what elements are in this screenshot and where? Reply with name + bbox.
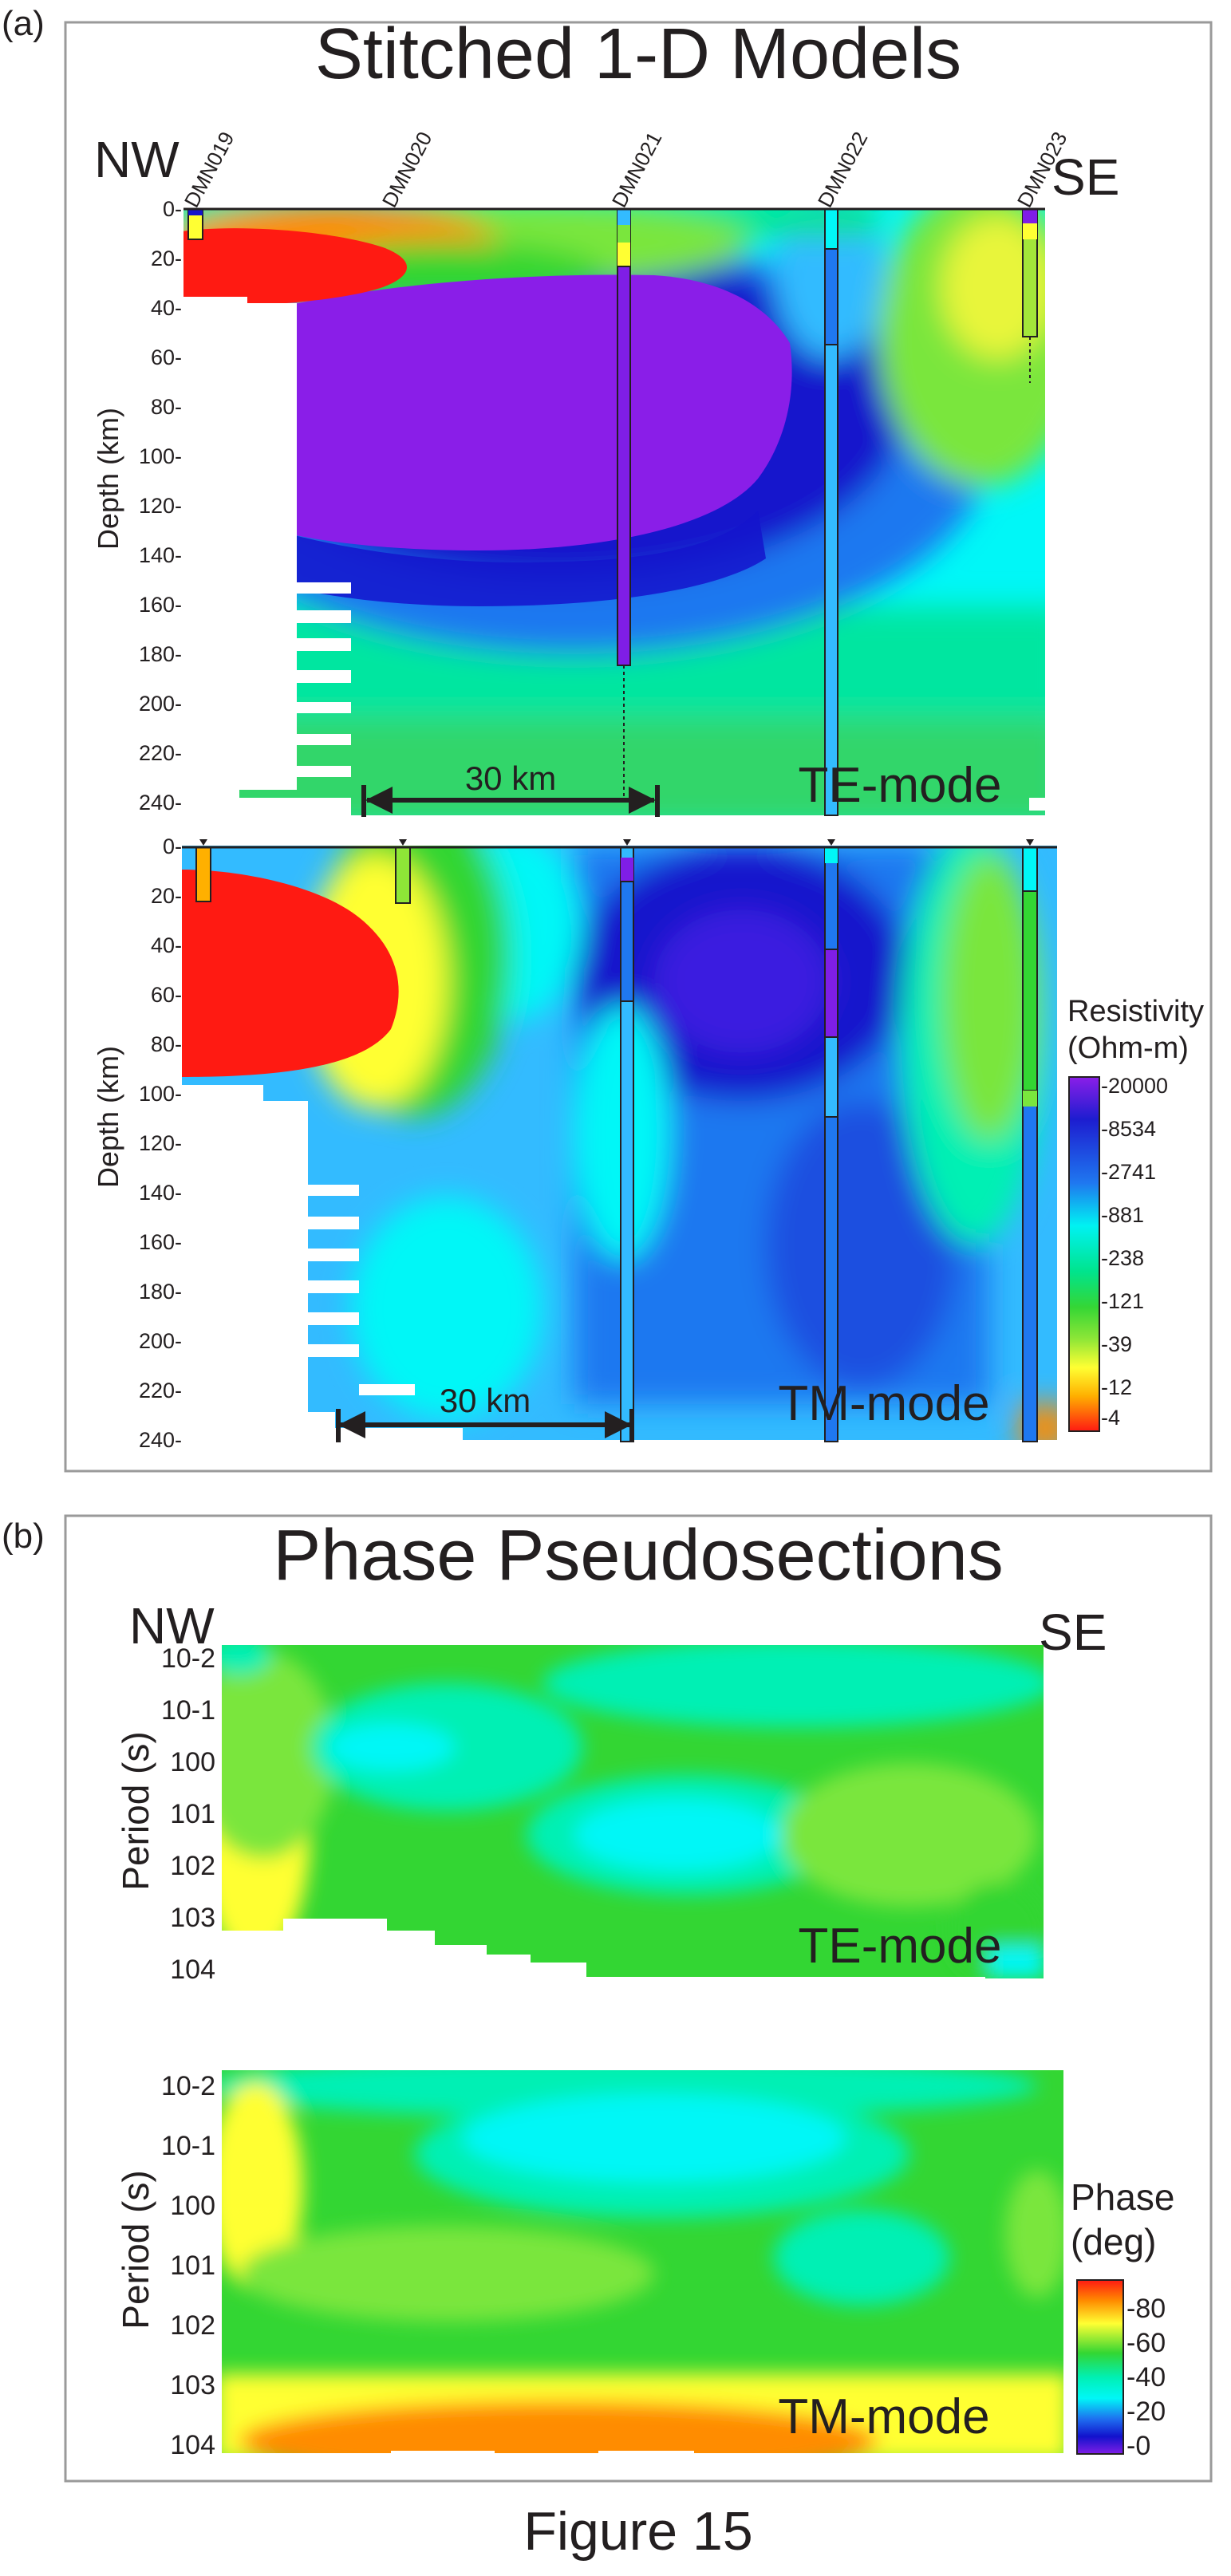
tick-label: 100- bbox=[139, 444, 182, 468]
tick-label: 180- bbox=[139, 642, 182, 666]
te-mode-label: TE-mode bbox=[799, 758, 1002, 813]
tick-label: 100 bbox=[170, 2191, 215, 2221]
tick-label: 102 bbox=[170, 2310, 215, 2341]
colorbar-tick: -80 bbox=[1126, 2294, 1166, 2324]
colorbar-tick: -0 bbox=[1126, 2431, 1150, 2461]
tm-depth-ticks: 0- 20- 40- 60- 80- 100- 120- 140- 160- 1… bbox=[139, 834, 182, 1452]
tick-label: 10-2 bbox=[161, 1643, 215, 1674]
tick-label: 101 bbox=[170, 1799, 215, 1829]
station-label: DMN019 bbox=[180, 128, 239, 211]
station-labels: DMN019 DMN020 DMN021 DMN022 DMN023 bbox=[180, 128, 1072, 211]
tick-label: 180- bbox=[139, 1280, 182, 1304]
tick-label: 80- bbox=[151, 1032, 182, 1056]
panel-a-frame bbox=[64, 21, 1213, 1473]
te-phase-ylabel: Period (s) bbox=[115, 1731, 156, 1890]
panel-a-title: Stitched 1-D Models bbox=[315, 14, 961, 94]
colorbar-tick: -12 bbox=[1101, 1375, 1132, 1399]
tick-label: 80- bbox=[151, 395, 182, 419]
tick-label: 60- bbox=[151, 345, 182, 369]
panel-label-a: (a) bbox=[2, 4, 45, 43]
phase-colorbar: Phase (deg) -80 -60 -40 -20 -0 bbox=[1071, 2176, 1174, 2461]
tm-ylabel: Depth (km) bbox=[92, 1046, 124, 1188]
tick-label: 60- bbox=[151, 983, 182, 1007]
tick-label: 160- bbox=[139, 593, 182, 617]
tick-label: 10-1 bbox=[161, 2131, 215, 2161]
colorbar-tick: -8534 bbox=[1101, 1117, 1156, 1141]
colorbar-tick: -40 bbox=[1126, 2362, 1166, 2393]
station-label: DMN022 bbox=[813, 128, 873, 211]
te-scale-bar: 30 km bbox=[361, 759, 660, 817]
colorbar-tick: -238 bbox=[1101, 1246, 1144, 1270]
tick-label: 10-2 bbox=[161, 2071, 215, 2101]
colorbar-tick: -121 bbox=[1101, 1289, 1144, 1313]
panel-b-title: Phase Pseudosections bbox=[273, 1516, 1004, 1596]
tm-resistivity-section bbox=[182, 839, 1057, 1442]
scale-label: 30 km bbox=[440, 1382, 531, 1419]
panel-b-frame bbox=[64, 1514, 1213, 2483]
tick-label: 220- bbox=[139, 741, 182, 765]
colorbar-tick: -4 bbox=[1101, 1406, 1120, 1430]
tm-phase-section bbox=[222, 2070, 1063, 2457]
te-phase-mode-label: TE-mode bbox=[799, 1919, 1002, 1974]
tick-label: 40- bbox=[151, 296, 182, 320]
tick-label: 120- bbox=[139, 494, 182, 518]
colorbar-tick: -881 bbox=[1101, 1203, 1144, 1227]
direction-se-b: SE bbox=[1039, 1604, 1107, 1661]
direction-nw-a: NW bbox=[94, 131, 180, 188]
tick-label: 240- bbox=[139, 1428, 182, 1452]
tick-label: 200- bbox=[139, 1329, 182, 1353]
tm-mode-label: TM-mode bbox=[778, 1376, 989, 1431]
station-label: DMN020 bbox=[377, 128, 437, 211]
figure-caption: Figure 15 bbox=[523, 2501, 752, 2562]
resistivity-colorbar: Resistivity (Ohm-m) -20000 -8534 -2741 -… bbox=[1067, 995, 1204, 1432]
tick-label: 10-1 bbox=[161, 1695, 215, 1726]
tick-label: 240- bbox=[139, 791, 182, 815]
colorbar-title: (Ohm-m) bbox=[1067, 1032, 1189, 1065]
tick-label: 40- bbox=[151, 933, 182, 957]
tick-label: 200- bbox=[139, 692, 182, 716]
tick-label: 160- bbox=[139, 1230, 182, 1254]
tick-label: 120- bbox=[139, 1131, 182, 1155]
colorbar-tick: -20000 bbox=[1101, 1074, 1168, 1098]
tick-label: 100- bbox=[139, 1082, 182, 1106]
te-depth-ticks: 0- 20- 40- 60- 80- 100- 120- 140- 160- 1… bbox=[139, 197, 182, 815]
tick-label: 104 bbox=[170, 2430, 215, 2460]
tick-label: 20- bbox=[151, 247, 182, 270]
direction-se-a: SE bbox=[1051, 148, 1119, 206]
colorbar-title: Phase bbox=[1071, 2176, 1174, 2218]
tick-label: 140- bbox=[139, 543, 182, 567]
te-phase-section bbox=[222, 1645, 1044, 1978]
tick-label: 101 bbox=[170, 2251, 215, 2281]
panel-label-b: (b) bbox=[2, 1517, 45, 1556]
tick-label: 103 bbox=[170, 1903, 215, 1933]
tm-phase-ylabel: Period (s) bbox=[115, 2170, 156, 2329]
direction-nw-b: NW bbox=[129, 1597, 215, 1655]
tick-label: 104 bbox=[170, 1955, 215, 1985]
tick-label: 140- bbox=[139, 1181, 182, 1205]
tick-label: 20- bbox=[151, 884, 182, 908]
te-period-ticks: 10-2 10-1 100 101 102 103 104 bbox=[161, 1643, 215, 1985]
colorbar-tick: -39 bbox=[1101, 1332, 1132, 1356]
te-resistivity-section bbox=[183, 207, 1053, 816]
station-label: DMN021 bbox=[607, 128, 667, 211]
colorbar-title: (deg) bbox=[1071, 2221, 1156, 2262]
colorbar-title: Resistivity bbox=[1067, 995, 1204, 1028]
scale-label: 30 km bbox=[465, 759, 556, 797]
colorbar-tick: -60 bbox=[1126, 2328, 1166, 2358]
colorbar-tick: -2741 bbox=[1101, 1160, 1156, 1184]
te-ylabel: Depth (km) bbox=[92, 408, 124, 550]
tick-label: 0- bbox=[163, 834, 182, 858]
tick-label: 0- bbox=[163, 197, 182, 221]
tick-label: 100 bbox=[170, 1747, 215, 1777]
tick-label: 103 bbox=[170, 2370, 215, 2400]
tm-period-ticks: 10-2 10-1 100 101 102 103 104 bbox=[161, 2071, 215, 2460]
tm-phase-mode-label: TM-mode bbox=[778, 2389, 989, 2444]
tick-label: 220- bbox=[139, 1379, 182, 1402]
colorbar-tick: -20 bbox=[1126, 2397, 1166, 2427]
tm-scale-bar: 30 km bbox=[336, 1382, 634, 1442]
tick-label: 102 bbox=[170, 1851, 215, 1881]
